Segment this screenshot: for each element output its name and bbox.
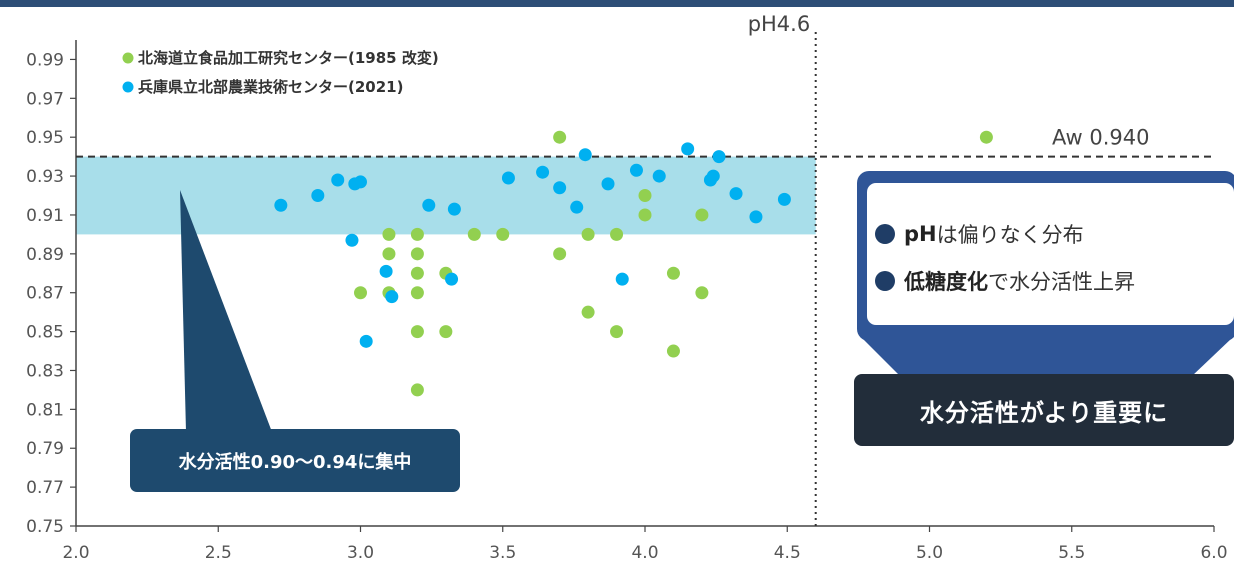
bullet-icon <box>875 224 895 244</box>
x-tick-label: 3.0 <box>347 543 374 563</box>
point-hokkaido <box>610 325 624 339</box>
highlight-band <box>76 156 816 235</box>
point-hyogo <box>712 150 726 164</box>
point-hyogo <box>536 165 550 179</box>
y-tick-label: 0.89 <box>26 245 64 265</box>
point-hyogo <box>652 169 666 183</box>
point-hyogo <box>615 272 629 286</box>
x-tick-label: 2.5 <box>205 543 232 563</box>
y-tick-label: 0.93 <box>26 167 64 187</box>
point-hyogo <box>447 202 461 216</box>
point-hokkaido <box>638 189 652 203</box>
point-hyogo <box>311 189 325 203</box>
point-hyogo <box>681 142 695 156</box>
legend-marker <box>122 52 134 64</box>
point-hokkaido <box>439 325 453 339</box>
point-hokkaido <box>410 227 424 241</box>
x-tick-label: 5.5 <box>1058 543 1085 563</box>
y-tick-label: 0.81 <box>26 400 64 420</box>
point-hokkaido <box>581 305 595 319</box>
legend-entry: 兵庫県立北部農業技術センター(2021) <box>138 78 403 96</box>
x-tick-label: 5.0 <box>916 543 943 563</box>
point-hokkaido <box>410 325 424 339</box>
x-tick-label: 4.0 <box>631 543 658 563</box>
y-tick-label: 0.91 <box>26 206 64 226</box>
point-hokkaido <box>666 266 680 280</box>
point-hokkaido <box>666 344 680 358</box>
x-tick-label: 4.5 <box>774 543 801 563</box>
point-hyogo <box>274 198 288 212</box>
bullet-icon <box>875 271 895 291</box>
point-hyogo <box>749 210 763 224</box>
y-tick-label: 0.77 <box>26 478 64 498</box>
point-hyogo <box>354 175 367 189</box>
concentration-callout: 水分活性0.90～0.94に集中 <box>130 429 460 492</box>
y-tick-label: 0.99 <box>26 50 64 70</box>
aw-reference-label: Aw 0.940 <box>1052 126 1149 150</box>
conclusion-text: 水分活性がより重要に <box>919 398 1169 427</box>
y-tick-label: 0.79 <box>26 439 64 459</box>
x-tick-label: 6.0 <box>1200 543 1227 563</box>
point-hokkaido <box>496 227 510 241</box>
point-hyogo <box>601 177 615 191</box>
y-tick-label: 0.87 <box>26 284 64 304</box>
callout-pointer <box>180 190 272 432</box>
point-hyogo <box>385 290 399 304</box>
y-tick-label: 0.85 <box>26 323 64 343</box>
point-hyogo <box>445 272 459 286</box>
point-hyogo <box>706 169 720 183</box>
point-hokkaido <box>638 208 652 222</box>
point-hyogo <box>345 233 359 247</box>
info-line-ph-strong: pH <box>904 222 937 246</box>
info-line-sugar-strong: 低糖度化 <box>904 270 988 294</box>
y-tick-label: 0.83 <box>26 361 64 381</box>
top-accent-bar <box>0 0 1234 7</box>
x-tick-label: 2.0 <box>62 543 89 563</box>
point-hyogo <box>379 264 393 278</box>
x-tick-label: 3.5 <box>489 543 516 563</box>
legend-marker <box>122 81 134 93</box>
concentration-callout-text: 水分活性0.90～0.94に集中 <box>178 451 412 473</box>
point-hyogo <box>729 187 743 201</box>
point-hyogo <box>553 181 567 195</box>
info-line-sugar-text: で水分活性上昇 <box>988 270 1135 294</box>
point-hokkaido <box>553 130 567 144</box>
point-hyogo <box>501 171 515 185</box>
point-hokkaido <box>410 286 424 300</box>
point-hokkaido <box>354 286 367 300</box>
point-hokkaido <box>979 130 993 144</box>
y-tick-label: 0.97 <box>26 89 64 109</box>
point-hyogo <box>629 163 643 177</box>
point-hyogo <box>359 334 373 348</box>
info-line-sugar: 低糖度化 で水分活性上昇 <box>875 266 1135 296</box>
info-box-pointer <box>862 338 1232 376</box>
point-hokkaido <box>382 227 396 241</box>
point-hokkaido <box>467 227 481 241</box>
y-tick-label: 0.75 <box>26 517 64 537</box>
point-hyogo <box>422 198 436 212</box>
point-hokkaido <box>695 208 709 222</box>
point-hyogo <box>331 173 345 187</box>
info-line-ph: pH は偏りなく分布 <box>875 219 1084 249</box>
info-line-ph-text: は偏りなく分布 <box>936 223 1084 247</box>
point-hokkaido <box>410 266 424 280</box>
legend-entry: 北海道立食品加工研究センター(1985 改変) <box>138 49 439 67</box>
point-hokkaido <box>610 227 624 241</box>
info-box <box>867 183 1234 325</box>
point-hokkaido <box>382 247 396 261</box>
point-hokkaido <box>695 286 709 300</box>
point-hyogo <box>777 192 791 206</box>
point-hyogo <box>570 200 584 214</box>
ph-reference-label: pH4.6 <box>748 12 811 36</box>
point-hyogo <box>578 148 592 162</box>
point-hokkaido <box>410 383 424 397</box>
point-hokkaido <box>553 247 567 261</box>
conclusion-banner: 水分活性がより重要に <box>854 374 1234 446</box>
point-hokkaido <box>410 247 424 261</box>
y-tick-label: 0.95 <box>26 128 64 148</box>
point-hokkaido <box>581 227 595 241</box>
